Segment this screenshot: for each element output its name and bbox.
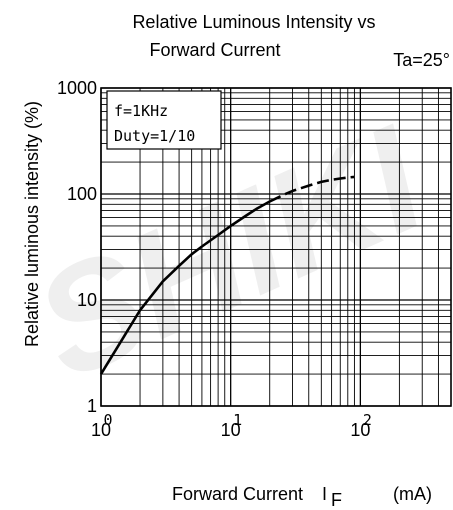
x-axis-label-subscript: F: [331, 490, 342, 510]
y-tick-labels: 1 10 100 1000: [57, 78, 97, 416]
y-tick-label: 1: [87, 396, 97, 416]
series-layer: [99, 175, 355, 375]
condition-label: Ta=25°: [393, 50, 450, 70]
x-tick-base: 10: [350, 420, 370, 440]
y-tick-label: 10: [77, 290, 97, 310]
y-axis-label: Relative luminous intensity (%): [22, 101, 42, 347]
legend-box: f=1KHz Duty=1/10: [106, 90, 222, 150]
x-tick-base: 10: [91, 420, 111, 440]
x-tick-labels: 100 101 102: [91, 411, 372, 440]
x-tick-exponent: 0: [103, 411, 112, 429]
legend-box-line: Duty=1/10: [114, 127, 195, 145]
legend-box-frame: [106, 90, 222, 150]
x-axis-label-unit: (mA): [393, 484, 432, 504]
x-tick-label: 102: [350, 411, 372, 440]
y-tick-label: 100: [67, 184, 97, 204]
x-axis-label-main: Forward Current: [172, 484, 303, 504]
series-curve-solid: [99, 200, 271, 375]
chart-title-line1: Relative Luminous Intensity vs: [132, 12, 375, 32]
x-axis-label: Forward Current I F (mA): [172, 484, 432, 510]
x-tick-exponent: 2: [363, 411, 372, 429]
chart-title-line2: Forward Current: [149, 40, 280, 60]
x-tick-exponent: 1: [233, 411, 242, 429]
x-tick-base: 10: [221, 420, 241, 440]
series-curve-dashed: [269, 175, 355, 203]
y-tick-label: 1000: [57, 78, 97, 98]
x-tick-label: 101: [221, 411, 243, 440]
x-axis-label-symbol: I: [322, 484, 327, 504]
x-tick-label: 100: [91, 411, 113, 440]
legend-box-line: f=1KHz: [114, 102, 168, 120]
plot-frame: [100, 87, 452, 407]
